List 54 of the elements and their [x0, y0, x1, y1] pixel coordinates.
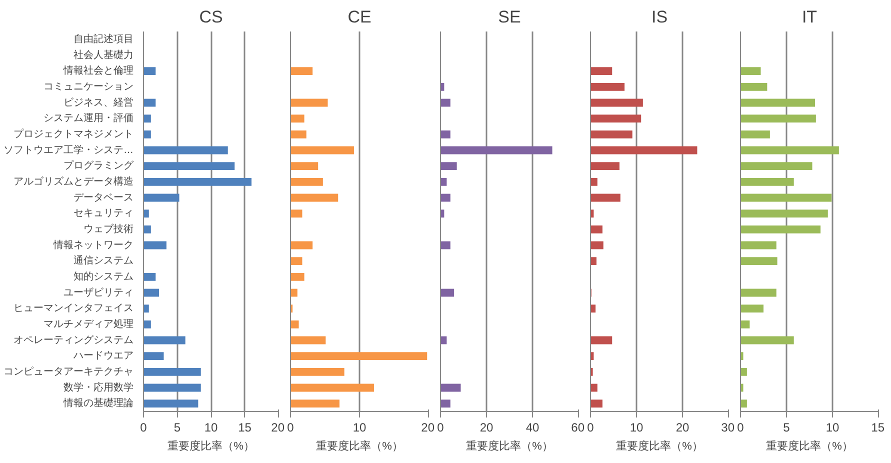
y-tick-label: システム運用・評価	[44, 112, 134, 124]
y-tick-label: ビジネス、経営	[64, 96, 134, 108]
x-tick-label: 0	[287, 420, 294, 434]
x-tick-label: 10	[826, 420, 840, 434]
y-tick-label: ユーザビリティ	[64, 287, 134, 298]
chart-title: IT	[802, 8, 818, 26]
x-axis-title: 重要度比率（%）	[466, 440, 553, 452]
x-tick-label: 20	[421, 420, 435, 434]
x-axis-title: 重要度比率（%）	[766, 440, 853, 452]
y-tick-label: 数学・応用数学	[64, 381, 134, 394]
y-tick-label: セキュリティ	[74, 208, 134, 220]
y-tick-label: マルチメディア処理	[44, 318, 134, 330]
x-tick-label: 5	[174, 420, 181, 434]
x-tick-label: 0	[437, 420, 444, 434]
x-tick-label: 10	[204, 420, 218, 434]
y-tick-label: 自由記述項目	[74, 32, 134, 45]
y-tick-label: コミュニケーション	[44, 81, 134, 92]
y-tick-label: ヒューマンインタフェイス	[14, 303, 134, 314]
x-tick-label: 0	[587, 420, 594, 434]
x-tick-label: 0	[737, 420, 744, 434]
y-tick-label: ウェブ技術	[84, 222, 134, 235]
y-tick-label: 情報ネットワーク	[52, 238, 134, 251]
x-tick-label: 15	[238, 420, 252, 434]
x-axis-title: 重要度比率（%）	[616, 440, 703, 452]
x-tick-label: 20	[271, 420, 285, 434]
x-tick-label: 60	[571, 420, 585, 434]
y-tick-label: 社会人基礎力	[74, 48, 134, 61]
chart-title: SE	[498, 8, 521, 26]
x-tick-label: 0	[140, 420, 148, 434]
x-tick-label: 20	[480, 420, 494, 434]
x-tick-label: 5	[783, 420, 790, 434]
y-tick-label: 通信システム	[74, 254, 134, 267]
y-tick-label: 情報社会と倫理	[62, 64, 134, 77]
x-tick-label: 15	[871, 420, 885, 434]
x-axis-title: 重要度比率（%）	[168, 440, 254, 452]
x-axis-title: 重要度比率（%）	[316, 440, 403, 452]
y-tick-label: プロジェクトマネジメント	[14, 128, 134, 140]
y-tick-label: データベース	[74, 192, 134, 204]
y-tick-label: ソフトウエア工学・システ…	[4, 144, 134, 156]
y-tick-label: アルゴリズムとデータ構造	[14, 175, 134, 188]
y-tick-label: オペレーティングシステム	[14, 334, 134, 346]
x-tick-label: 40	[526, 420, 540, 434]
y-tick-label: コンピュータアーキテクチャ	[4, 366, 134, 378]
x-tick-label: 30	[721, 420, 735, 434]
x-tick-label: 20	[676, 420, 690, 434]
chart-title: CS	[199, 8, 223, 26]
x-tick-label: 10	[352, 420, 366, 434]
chart-title: IS	[651, 8, 668, 26]
x-tick-label: 10	[630, 420, 644, 434]
y-tick-label: 情報の基礎理論	[62, 397, 134, 410]
y-tick-label: プログラミング	[64, 160, 134, 172]
chart-title: CE	[348, 8, 372, 26]
y-tick-label: ハードウエア	[72, 350, 134, 362]
y-tick-label: 知的システム	[74, 270, 134, 282]
